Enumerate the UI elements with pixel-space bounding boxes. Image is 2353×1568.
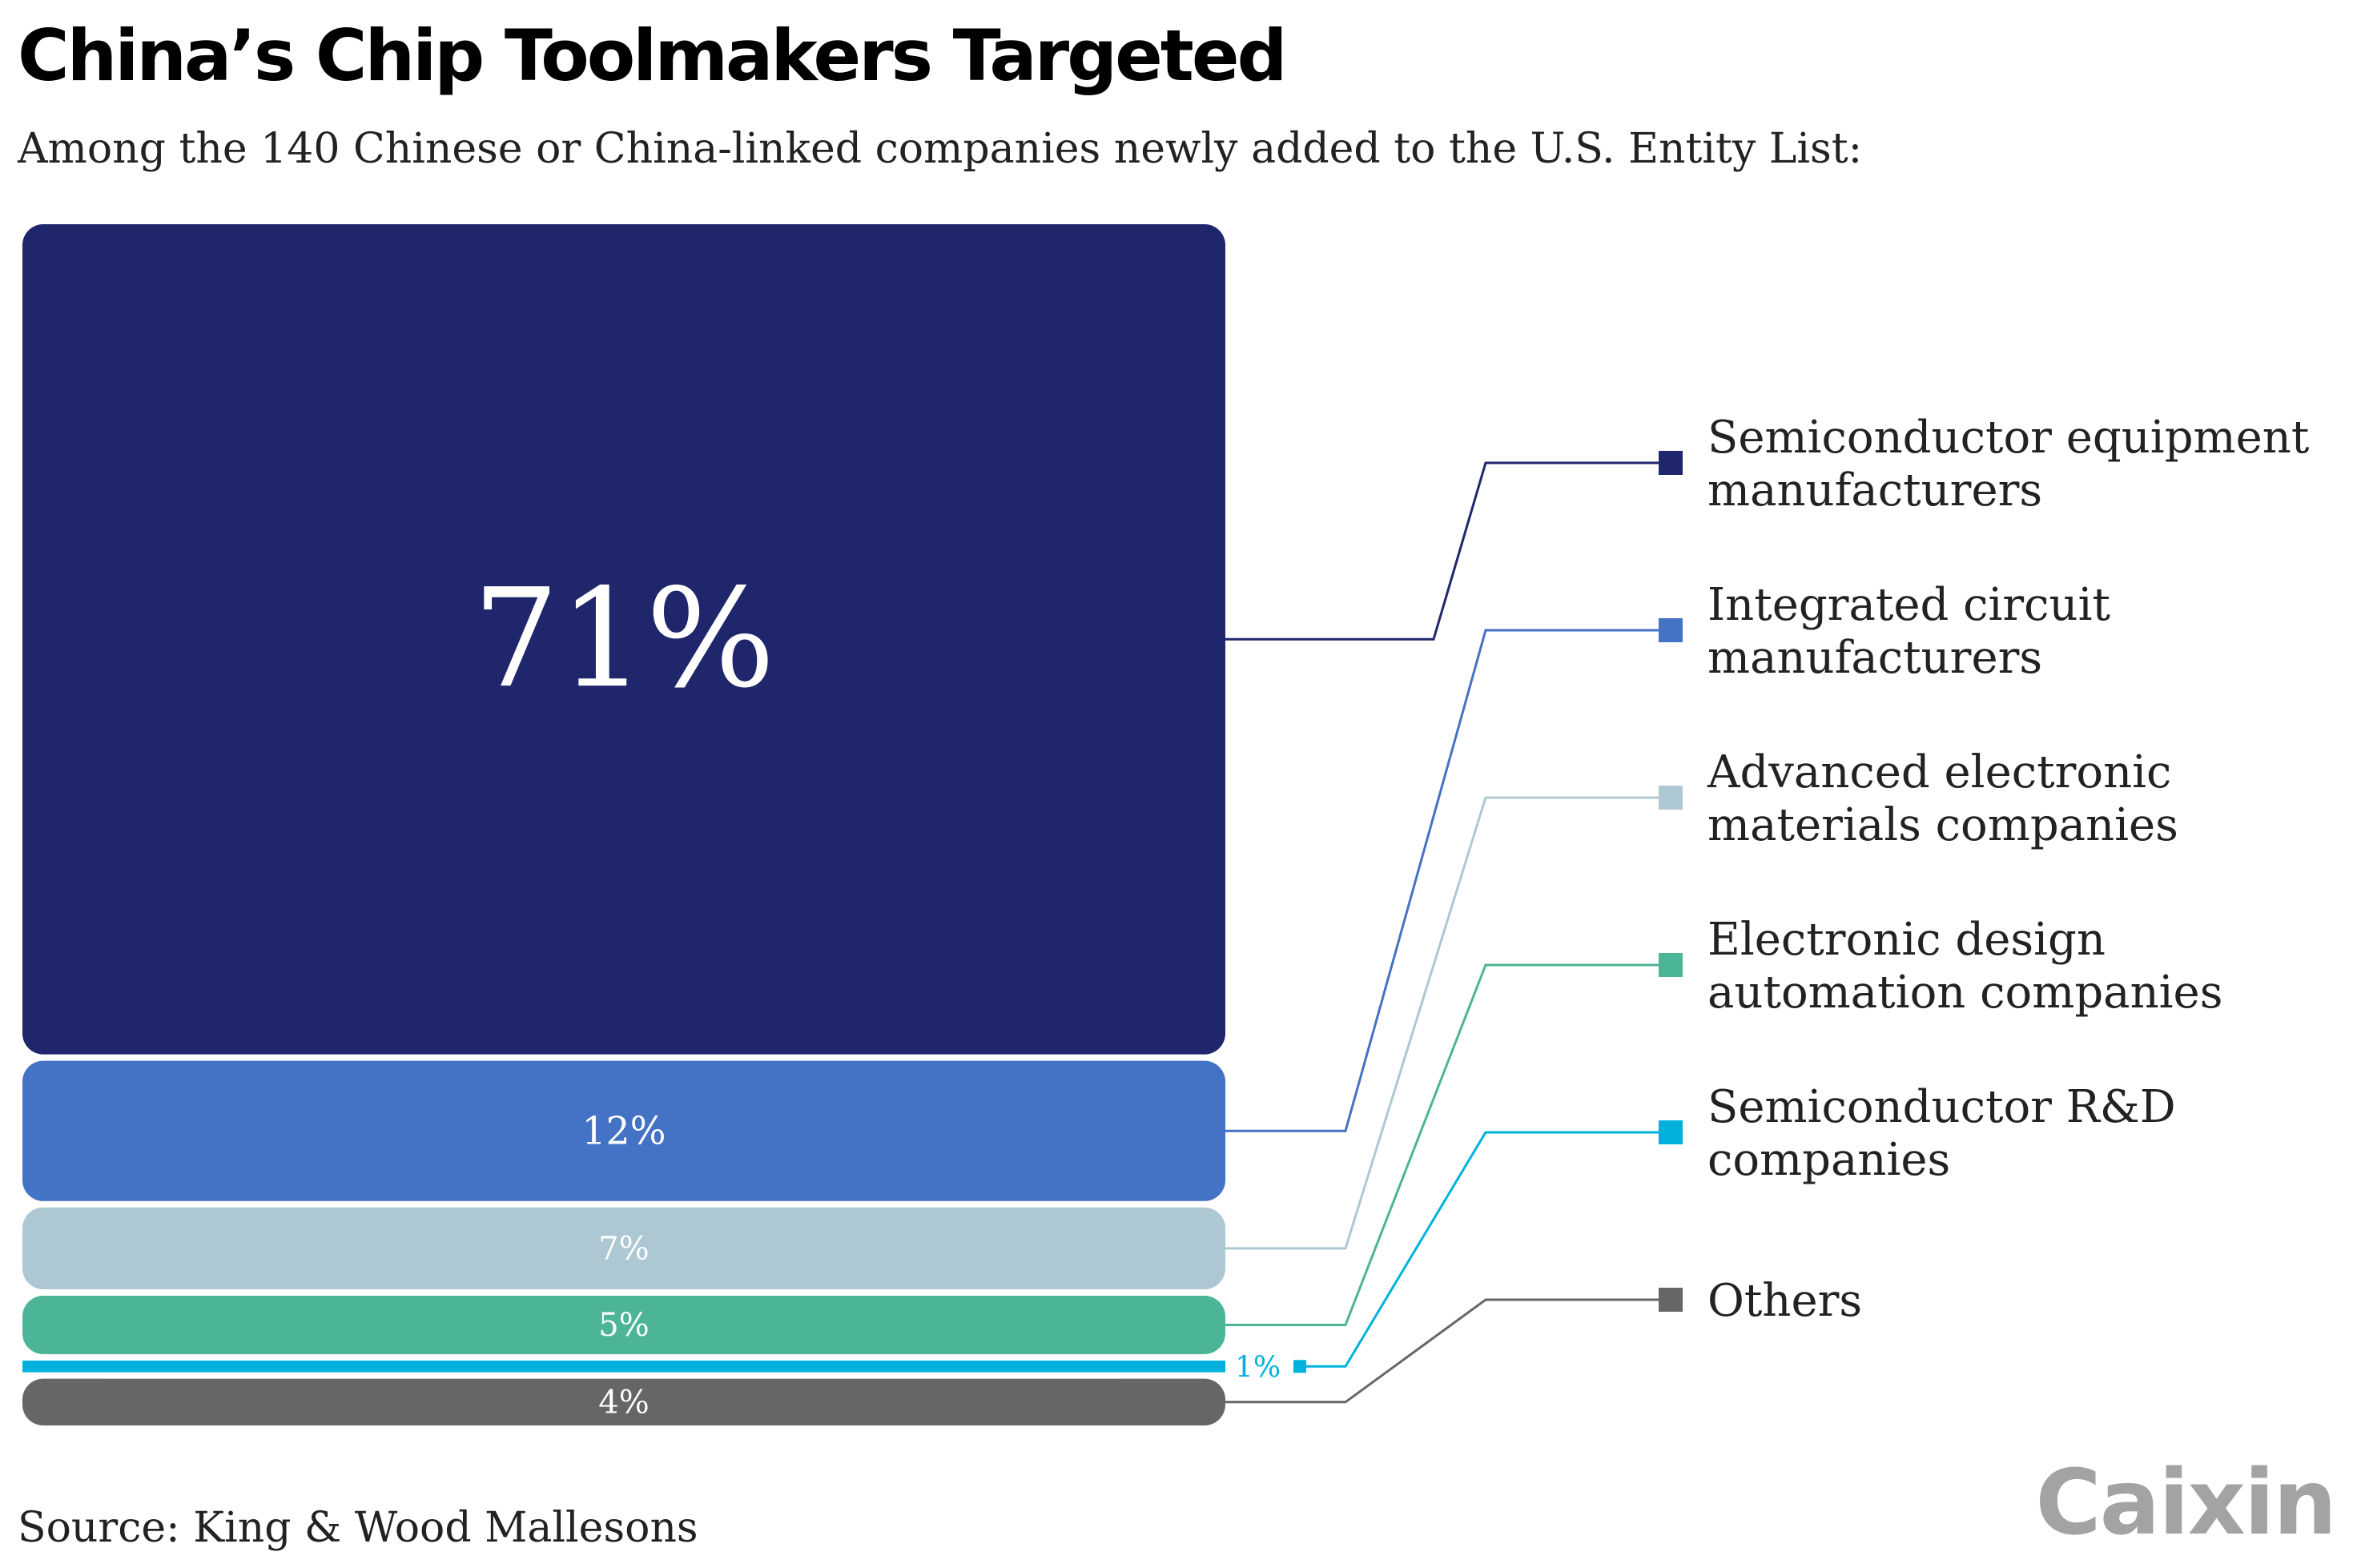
legend-swatch-3 [1659,786,1683,810]
segment-1 [22,224,1225,1055]
leader-line-2 [1225,629,1659,1132]
legend-swatch-6 [1659,1288,1683,1312]
segment-label-4: 5% [598,1307,649,1344]
legend-label-4-line-1: Electronic design [1707,914,2106,966]
legend-label-2-line-2: manufacturers [1707,632,2042,684]
segment-4 [22,1296,1225,1354]
segment-label-2: 12% [581,1109,666,1153]
segment-label-5: 1% [1235,1351,1281,1384]
source-note: Source: King & Wood Mallesons [18,1504,698,1552]
segment-3 [22,1207,1225,1289]
segment-5 [22,1361,1225,1373]
segment-label-6: 4% [598,1384,649,1421]
small-segment-marker-5 [1293,1360,1306,1373]
legend-swatch-5 [1659,1120,1683,1144]
leader-line-3 [1225,796,1659,1250]
leader-line-1 [1225,461,1659,641]
leader-line-5 [1306,1131,1659,1368]
legend-label-1-line-2: manufacturers [1707,464,2042,517]
legend-label-3-line-1: Advanced electronic [1707,746,2171,798]
leader-line-6 [1225,1298,1659,1404]
legend-label-2-line-1: Integrated circuit [1707,579,2111,631]
legend-swatch-2 [1659,618,1683,642]
legend-swatch-1 [1659,451,1683,475]
segment-2 [22,1060,1225,1201]
caixin-logo: Caixin [2035,1451,2337,1555]
legend-swatch-4 [1659,953,1683,977]
legend-label-4-line-2: automation companies [1707,967,2222,1019]
legend-label-5-line-1: Semiconductor R&D [1707,1081,2176,1133]
segment-6 [22,1378,1225,1425]
legend-label-1-line-1: Semiconductor equipment [1707,412,2310,464]
legend-label-6-line-1: Others [1707,1275,1862,1327]
legend-label-3-line-2: materials companies [1707,799,2178,851]
segment-label-1: 71% [473,560,775,718]
leader-line-4 [1225,963,1659,1326]
chart-subtitle: Among the 140 Chinese or China-linked co… [18,125,1863,173]
legend-label-5-line-2: companies [1707,1134,1950,1186]
chart-title: China’s Chip Toolmakers Targeted [18,14,1288,97]
segment-label-3: 7% [598,1231,649,1268]
